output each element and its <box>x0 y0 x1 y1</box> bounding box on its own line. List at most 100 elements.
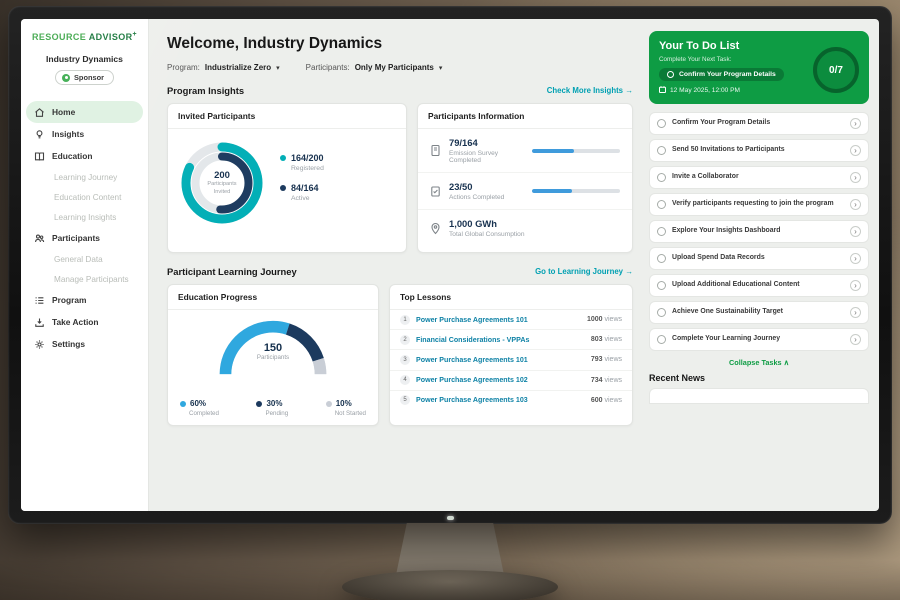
lesson-rank: 1 <box>400 314 410 325</box>
dashboard: RESOURCE ADVISOR+ Industry Dynamics Spon… <box>21 19 879 511</box>
go-to-learning-journey-link[interactable]: Go to Learning Journey → <box>535 267 633 276</box>
sidebar-item-insights[interactable]: Insights <box>21 123 148 145</box>
sidebar-item-label: Take Action <box>52 317 99 327</box>
sidebar-item-label: Manage Participants <box>54 274 129 284</box>
chevron-right-icon[interactable]: › <box>850 253 861 264</box>
lesson-views: 803 <box>590 336 603 344</box>
registered-label: Registered <box>291 165 324 172</box>
task-label: Send 50 Invitations to Participants <box>672 146 785 154</box>
sidebar-item-program[interactable]: Program <box>21 289 148 311</box>
lesson-views-unit: views <box>602 396 622 404</box>
task-item[interactable]: Complete Your Learning Journey › <box>649 328 869 351</box>
sidebar-item-education-content[interactable]: Education Content <box>21 187 148 207</box>
task-item[interactable]: Send 50 Invitations to Participants › <box>649 139 869 162</box>
checkbox-icon[interactable] <box>657 146 666 155</box>
lesson-link[interactable]: Power Purchase Agreements 101 <box>416 315 528 324</box>
checkbox-icon[interactable] <box>657 281 666 290</box>
chevron-right-icon[interactable]: › <box>850 334 861 345</box>
task-label: Upload Spend Data Records <box>672 254 765 262</box>
checkbox-icon[interactable] <box>657 173 666 182</box>
legend-registered: 164/200 Registered <box>280 153 324 172</box>
sidebar-item-manage-participants[interactable]: Manage Participants <box>21 269 148 289</box>
next-task-label: Confirm Your Program Details <box>679 71 776 78</box>
chevron-right-icon[interactable]: › <box>850 307 861 318</box>
arrow-right-icon: → <box>625 86 633 95</box>
sponsor-label: Sponsor <box>74 73 104 82</box>
checkbox-icon[interactable] <box>657 227 666 236</box>
pending-pct: 30% <box>266 399 283 408</box>
invited-body: 200 Participants Invited 164/200 Registe… <box>168 129 406 237</box>
power-led <box>447 516 454 520</box>
checkbox-icon[interactable] <box>657 119 666 128</box>
lesson-link[interactable]: Financial Considerations - VPPAs <box>416 335 530 344</box>
main-content: Welcome, Industry Dynamics Program: Indu… <box>149 19 645 511</box>
task-item[interactable]: Verify participants requesting to join t… <box>649 193 869 216</box>
todo-subtitle: Complete Your Next Task: <box>659 56 732 63</box>
legend-completed: 60% Completed <box>180 399 219 417</box>
program-filter-value[interactable]: Industrialize Zero <box>204 63 272 72</box>
task-item[interactable]: Achieve One Sustainability Target › <box>649 301 869 324</box>
arrow-right-icon: → <box>625 267 633 276</box>
card-title: Top Lessons <box>390 285 632 310</box>
sidebar-item-learning-insights[interactable]: Learning Insights <box>21 207 148 227</box>
card-title: Participants Information <box>418 104 632 129</box>
top-lessons-card: Top Lessons 1 Power Purchase Agreements … <box>389 284 633 426</box>
chevron-right-icon[interactable]: › <box>850 199 861 210</box>
sidebar-item-settings[interactable]: Settings <box>21 333 148 355</box>
program-insights-header: Program Insights Check More Insights → <box>167 85 633 96</box>
people-icon <box>34 233 45 244</box>
due-date-text: 12 May 2025, 12:00 PM <box>670 87 741 94</box>
recent-news-card[interactable] <box>649 388 869 404</box>
legend-dot <box>280 155 286 161</box>
task-item[interactable]: Invite a Collaborator › <box>649 166 869 189</box>
collapse-tasks-link[interactable]: Collapse Tasks ∧ <box>649 358 869 367</box>
lesson-rank: 5 <box>400 395 410 406</box>
gear-icon <box>34 339 45 350</box>
task-item[interactable]: Confirm Your Program Details › <box>649 112 869 135</box>
sidebar-item-education[interactable]: Education <box>21 145 148 167</box>
chevron-down-icon[interactable]: ▾ <box>438 64 443 72</box>
emission-progress-bar <box>532 148 620 153</box>
sidebar-item-label: General Data <box>54 254 103 264</box>
task-item[interactable]: Upload Spend Data Records › <box>649 247 869 270</box>
sidebar-item-general-data[interactable]: General Data <box>21 249 148 269</box>
sidebar-item-take-action[interactable]: Take Action <box>21 311 148 333</box>
sidebar-item-participants[interactable]: Participants <box>21 227 148 249</box>
not-started-pct: 10% <box>335 399 352 408</box>
checkbox-icon[interactable] <box>657 254 666 263</box>
recent-news-title: Recent News <box>649 373 706 383</box>
insights-cards: Invited Participants 200 <box>167 103 633 253</box>
lesson-link[interactable]: Power Purchase Agreements 101 <box>416 355 528 364</box>
lesson-rank: 4 <box>400 375 410 386</box>
lesson-views: 734 <box>590 376 603 384</box>
lesson-rank: 3 <box>400 354 410 365</box>
next-task-pill[interactable]: Confirm Your Program Details <box>659 68 784 81</box>
legend-dot <box>180 400 186 407</box>
sidebar-item-home[interactable]: Home <box>26 101 143 123</box>
chevron-right-icon[interactable]: › <box>850 226 861 237</box>
program-filter: Program: Industrialize Zero ▾ <box>167 63 280 72</box>
lesson-views-unit: views <box>602 336 622 344</box>
participants-filter-value[interactable]: Only My Participants <box>354 63 434 72</box>
donut-center-label: 200 Participants Invited <box>178 139 266 227</box>
chevron-right-icon[interactable]: › <box>850 172 861 183</box>
chevron-right-icon[interactable]: › <box>850 145 861 156</box>
lesson-link[interactable]: Power Purchase Agreements 102 <box>416 376 528 385</box>
sidebar-item-label: Home <box>52 107 76 117</box>
lesson-link[interactable]: Power Purchase Agreements 103 <box>416 396 528 405</box>
task-item[interactable]: Explore Your Insights Dashboard › <box>649 220 869 243</box>
check-more-insights-link[interactable]: Check More Insights → <box>547 86 633 95</box>
home-icon <box>34 107 45 118</box>
chevron-right-icon[interactable]: › <box>850 118 861 129</box>
task-item[interactable]: Upload Additional Educational Content › <box>649 274 869 297</box>
chevron-right-icon[interactable]: › <box>850 280 861 291</box>
lesson-views: 793 <box>590 356 603 364</box>
logo-plus: + <box>132 31 138 38</box>
checkbox-icon[interactable] <box>657 335 666 344</box>
download-icon <box>34 317 45 328</box>
insights-icon <box>34 129 45 140</box>
sidebar-item-learning-journey[interactable]: Learning Journey <box>21 167 148 187</box>
checkbox-icon[interactable] <box>657 200 666 209</box>
chevron-down-icon[interactable]: ▾ <box>276 64 280 72</box>
checkbox-icon[interactable] <box>657 308 666 317</box>
